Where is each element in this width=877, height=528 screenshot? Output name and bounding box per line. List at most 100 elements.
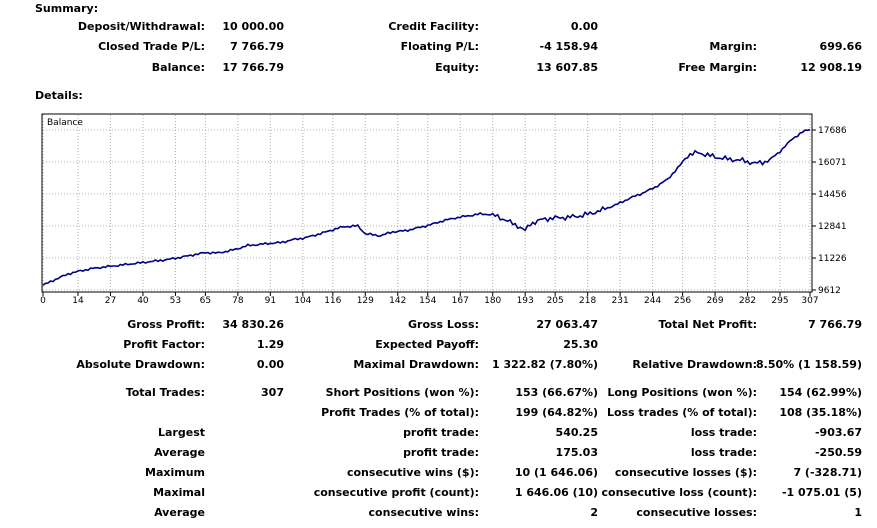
balance-chart: 0 14 27 40 53 65 78 91 104 116 129 142 154 167 180 193 2…	[40, 113, 847, 306]
expected-payoff-value: 25.30	[563, 338, 598, 351]
x-tick-label: 180	[484, 296, 501, 306]
largest-profit-label: profit trade:	[403, 426, 479, 439]
details-heading: Details:	[35, 89, 83, 102]
x-tick-label: 78	[232, 296, 244, 306]
max-dd-value: 1 322.82 (7.80%)	[492, 358, 598, 371]
y-tick-label: 17686	[818, 126, 847, 136]
x-tick-label: 218	[579, 296, 596, 306]
long-positions-label: Long Positions (won %):	[607, 386, 757, 399]
average-loss-label: loss trade:	[690, 446, 757, 459]
gross-loss-label: Gross Loss:	[408, 318, 479, 331]
max-cons-wins-value: 10 (1 646.06)	[514, 466, 598, 479]
profit-trades-value: 199 (64.82%)	[515, 406, 598, 419]
grid	[42, 115, 811, 291]
x-tick-label: 231	[612, 296, 629, 306]
average-profit-label: profit trade:	[403, 446, 479, 459]
avg-cons-losses-label: consecutive losses:	[636, 506, 757, 519]
abs-dd-value: 0.00	[256, 358, 284, 371]
x-tick-label: 14	[72, 296, 84, 306]
x-tick-label: 193	[517, 296, 534, 306]
y-tick-label: 12841	[818, 222, 847, 232]
floating-pl-value: -4 158.94	[539, 40, 599, 53]
x-tick-label: 0	[40, 296, 46, 306]
y-tick-label: 16071	[818, 158, 847, 168]
margin-label: Margin:	[709, 40, 757, 53]
maximum-label: Maximum	[145, 466, 205, 479]
balance-label: Balance:	[151, 61, 205, 74]
x-tick-label: 65	[200, 296, 211, 306]
avg-cons-wins-label: consecutive wins:	[368, 506, 479, 519]
maximal-loss-label: consecutive loss (count):	[601, 486, 757, 499]
total-net-label: Total Net Profit:	[658, 318, 758, 331]
total-trades-label: Total Trades:	[125, 386, 205, 399]
x-tick-label: 256	[674, 296, 691, 306]
deposit-value: 10 000.00	[222, 20, 284, 33]
equity-label: Equity:	[435, 61, 479, 74]
avg-cons-wins-value: 2	[590, 506, 598, 519]
total-net-value: 7 766.79	[808, 318, 862, 331]
y-tick-label: 14456	[818, 190, 847, 200]
x-tick-label: 244	[644, 296, 661, 306]
x-tick-label: 167	[452, 296, 469, 306]
balance-value: 17 766.79	[222, 61, 284, 74]
summary-heading: Summary:	[35, 2, 99, 15]
gross-profit-value: 34 830.26	[222, 318, 284, 331]
x-tick-label: 142	[389, 296, 406, 306]
avg-cons-losses-value: 1	[854, 506, 862, 519]
deposit-label: Deposit/Withdrawal:	[77, 20, 205, 33]
loss-trades-value: 108 (35.18%)	[779, 406, 862, 419]
rel-dd-value: 8.50% (1 158.59)	[756, 358, 862, 371]
maximal-profit-value: 1 646.06 (10)	[514, 486, 598, 499]
gross-loss-value: 27 063.47	[536, 318, 598, 331]
max-cons-losses-label: consecutive losses ($):	[614, 466, 757, 479]
x-tick-label: 91	[265, 296, 276, 306]
free-margin-value: 12 908.19	[800, 61, 862, 74]
profit-factor-label: Profit Factor:	[123, 338, 205, 351]
free-margin-label: Free Margin:	[678, 61, 757, 74]
largest-label: Largest	[158, 426, 205, 439]
average-profit-value: 175.03	[555, 446, 598, 459]
credit-value: 0.00	[570, 20, 598, 33]
average-loss-value: -250.59	[814, 446, 862, 459]
x-axis: 0 14 27 40 53 65 78 91 104 116 129 142 154 167 180 193 2…	[40, 292, 819, 306]
largest-loss-label: loss trade:	[690, 426, 757, 439]
y-tick-label: 11226	[818, 254, 847, 264]
floating-pl-label: Floating P/L:	[400, 40, 479, 53]
closed-pl-label: Closed Trade P/L:	[98, 40, 205, 53]
x-tick-label: 53	[170, 296, 181, 306]
total-trades-value: 307	[261, 386, 284, 399]
x-tick-label: 116	[324, 296, 341, 306]
chart-legend: Balance	[47, 118, 83, 128]
largest-loss-value: -903.67	[814, 426, 862, 439]
x-tick-label: 104	[294, 296, 311, 306]
equity-value: 13 607.85	[536, 61, 598, 74]
gross-profit-label: Gross Profit:	[127, 318, 205, 331]
x-tick-label: 27	[105, 296, 116, 306]
average-label: Average	[154, 446, 205, 459]
max-cons-wins-label: consecutive wins ($):	[346, 466, 479, 479]
expected-payoff-label: Expected Payoff:	[375, 338, 479, 351]
x-tick-label: 269	[706, 296, 723, 306]
largest-profit-value: 540.25	[555, 426, 598, 439]
max-cons-losses-value: 7 (-328.71)	[793, 466, 862, 479]
loss-trades-label: Loss trades (% of total):	[606, 406, 757, 419]
long-positions-value: 154 (62.99%)	[779, 386, 862, 399]
abs-dd-label: Absolute Drawdown:	[76, 358, 205, 371]
x-tick-label: 205	[547, 296, 564, 306]
x-tick-label: 282	[739, 296, 756, 306]
y-axis: 9612 11226 12841 14456 16071 17686	[812, 126, 847, 296]
average2-label: Average	[154, 506, 205, 519]
balance-series-line	[42, 128, 811, 286]
closed-pl-value: 7 766.79	[230, 40, 284, 53]
rel-dd-label: Relative Drawdown:	[632, 358, 757, 371]
profit-trades-label: Profit Trades (% of total):	[321, 406, 479, 419]
maximal-label: Maximal	[153, 486, 205, 499]
x-tick-label: 307	[801, 296, 818, 306]
plot-frame	[41, 113, 813, 293]
credit-label: Credit Facility:	[388, 20, 479, 33]
maximal-profit-label: consecutive profit (count):	[313, 486, 479, 499]
x-tick-label: 295	[771, 296, 788, 306]
x-tick-label: 129	[357, 296, 374, 306]
x-tick-label: 40	[137, 296, 149, 306]
x-tick-label: 154	[419, 296, 436, 306]
